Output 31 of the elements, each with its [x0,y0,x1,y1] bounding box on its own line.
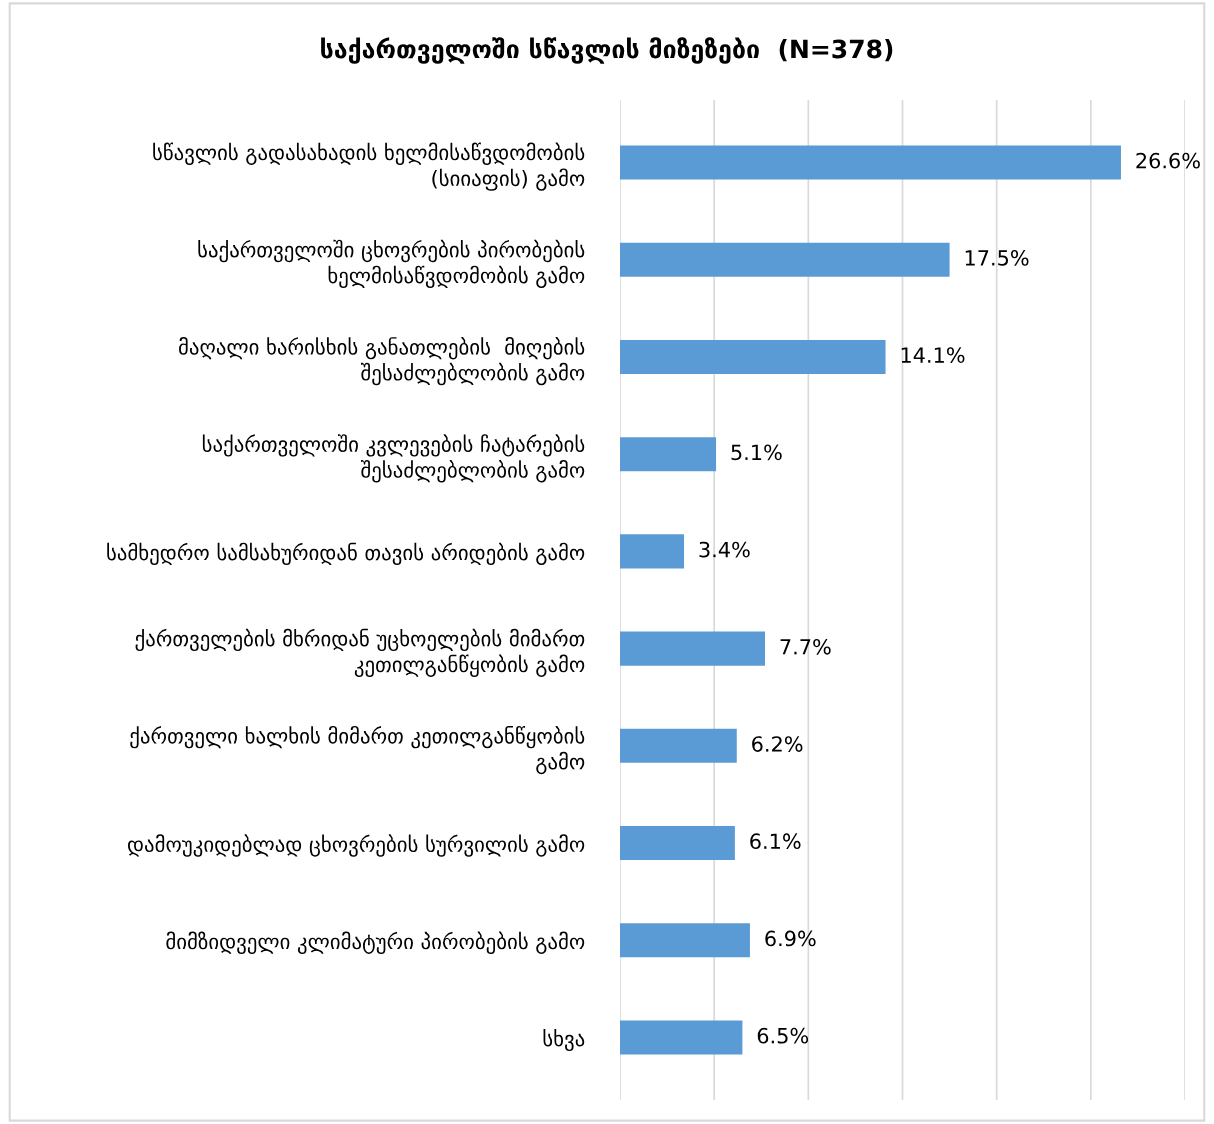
y-tick-label: სწავლის გადასახადის ხელმისაწვდომობის (სიიაფის) გამო [153,142,585,191]
data-label: 6.1% [750,833,801,850]
chart-title: საქართველოში სწავლის მიზეზები (N=378) [321,37,893,64]
bar [620,339,886,374]
y-tick-label: სხვა [543,1028,585,1052]
bar [620,923,750,958]
y-tick-label: დამოუკიდებლად ცხოვრების სურვილის გამო [127,834,585,857]
bar [620,728,737,763]
data-label: 14.1% [901,347,965,363]
data-label: 5.1% [731,444,782,461]
y-tick-label: საქართველოში კვლევების ჩატარების შესაძლებლობის გამო [202,434,585,483]
bar [620,1020,743,1055]
bar [620,631,766,666]
bar [620,826,735,861]
data-label: 6.2% [752,736,803,752]
bar [620,242,950,277]
y-tick-label: ქართველების მხრიდან უცხოელების მიმართ კეთილგანწყობის გამო [135,628,585,677]
y-tick-label: ქართველი ხალხის მიმართ კეთილგანწყობის გამო [130,725,585,775]
bar [620,437,717,472]
y-tick-label: საქართველოში ცხოვრების პირობების ხელმისაწვდომობის გამო [198,239,585,288]
data-label: 7.7% [780,638,831,655]
data-label: 3.4% [699,541,750,558]
bar [620,534,685,569]
data-label: 17.5% [965,249,1029,266]
y-tick-label: სამხედრო სამსახურიდან თავის არიდების გამო [107,542,585,566]
data-label: 26.6% [1136,152,1200,169]
data-label: 6.9% [765,930,816,947]
bar [620,145,1121,180]
y-tick-label: მიმზიდველი კლიმატური პირობების გამო [166,931,585,954]
data-label: 6.5% [757,1027,809,1044]
y-tick-label: მაღალი ხარისხის განათლების მიღების შესაძლებლობის გამო [179,337,585,386]
